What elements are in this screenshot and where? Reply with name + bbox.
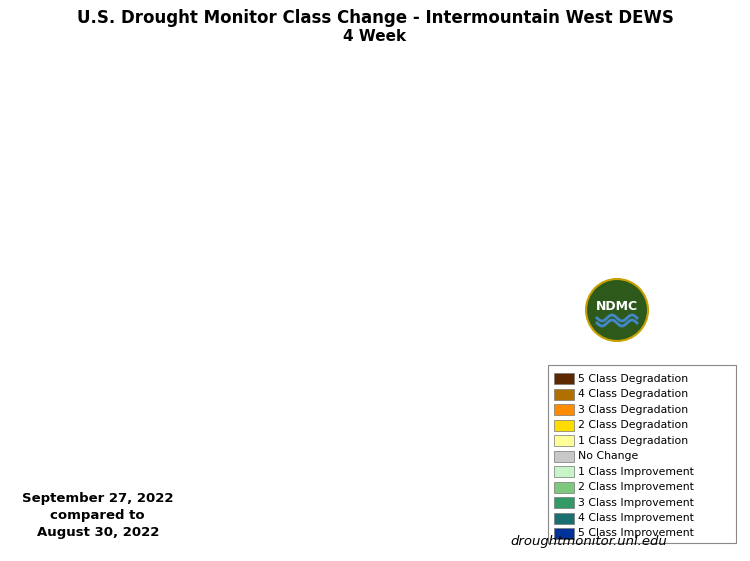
Bar — [554, 481, 574, 493]
Bar — [554, 497, 574, 508]
Text: 2 Class Degradation: 2 Class Degradation — [578, 420, 688, 430]
Text: No Change: No Change — [578, 451, 638, 461]
Text: NDMC: NDMC — [596, 300, 638, 312]
Bar — [554, 528, 574, 539]
Text: September 27, 2022
compared to
August 30, 2022: September 27, 2022 compared to August 30… — [22, 492, 173, 539]
Text: 1 Class Improvement: 1 Class Improvement — [578, 467, 694, 476]
Bar — [554, 450, 574, 462]
Bar — [554, 389, 574, 399]
Text: 3 Class Degradation: 3 Class Degradation — [578, 404, 688, 415]
Text: 5 Class Improvement: 5 Class Improvement — [578, 528, 694, 539]
Bar — [548, 365, 736, 543]
Text: 2 Class Improvement: 2 Class Improvement — [578, 482, 694, 492]
Bar — [554, 404, 574, 415]
Bar — [554, 420, 574, 430]
Bar — [554, 435, 574, 446]
Circle shape — [589, 282, 645, 338]
Bar — [554, 466, 574, 477]
Circle shape — [586, 279, 648, 341]
Text: 4 Class Improvement: 4 Class Improvement — [578, 513, 694, 523]
Text: droughtmonitor.unl.edu: droughtmonitor.unl.edu — [510, 535, 667, 548]
Text: 1 Class Degradation: 1 Class Degradation — [578, 435, 688, 445]
Text: 4 Class Degradation: 4 Class Degradation — [578, 389, 688, 399]
Text: 4 Week: 4 Week — [344, 29, 406, 44]
Text: U.S. Drought Monitor Class Change - Intermountain West DEWS: U.S. Drought Monitor Class Change - Inte… — [76, 9, 674, 27]
Bar — [554, 513, 574, 523]
Bar — [554, 373, 574, 384]
Text: 5 Class Degradation: 5 Class Degradation — [578, 374, 688, 384]
Text: 3 Class Improvement: 3 Class Improvement — [578, 498, 694, 508]
